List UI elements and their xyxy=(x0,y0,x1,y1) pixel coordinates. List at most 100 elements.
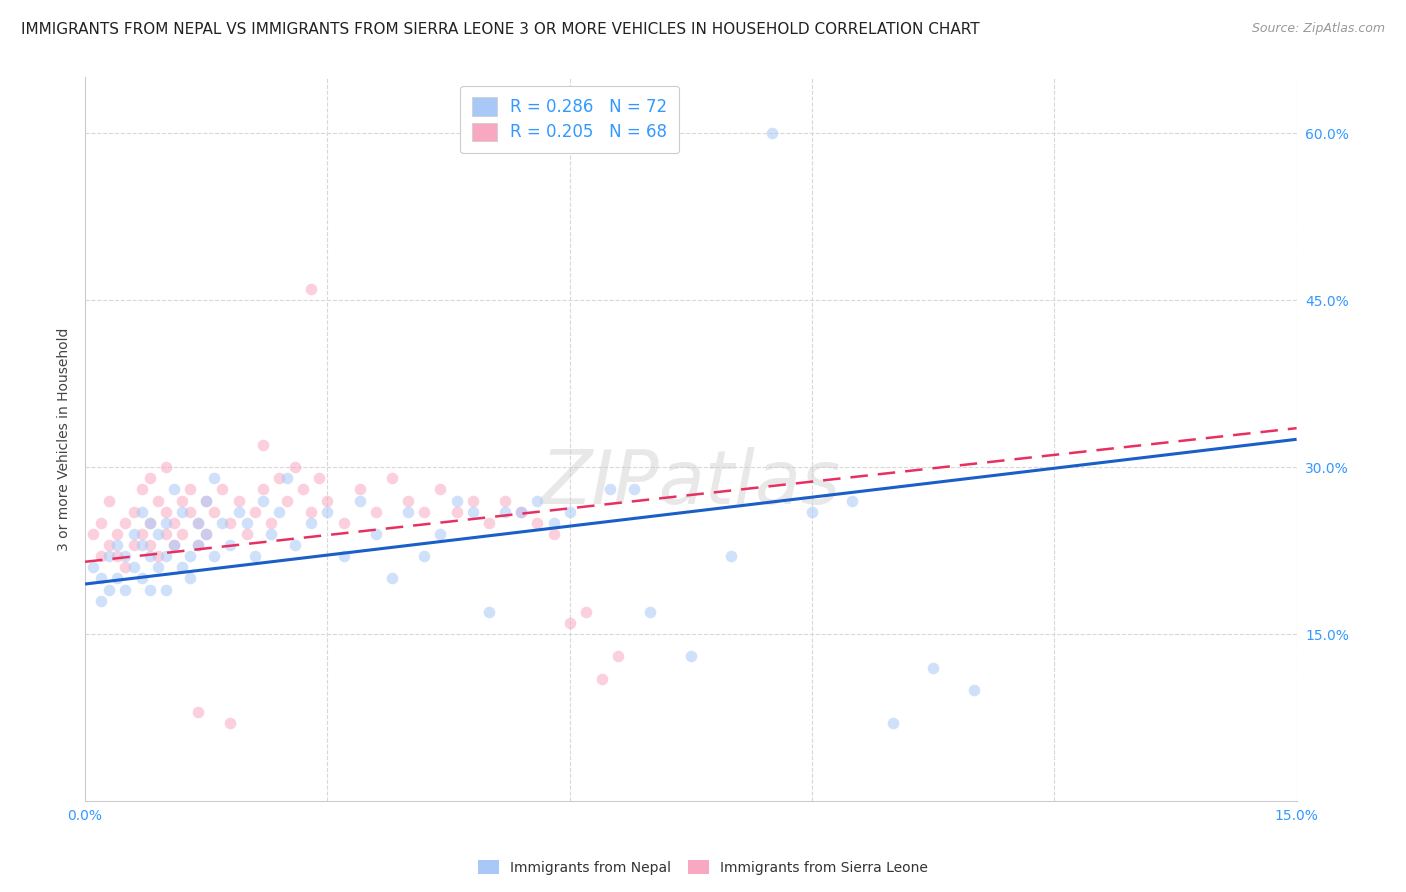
Point xyxy=(252,483,274,497)
Point xyxy=(720,549,742,564)
Point xyxy=(543,527,565,541)
Point xyxy=(413,505,436,519)
Point xyxy=(299,505,322,519)
Point xyxy=(90,549,112,564)
Point xyxy=(260,527,283,541)
Point xyxy=(962,682,984,697)
Point xyxy=(98,493,121,508)
Point xyxy=(131,538,153,552)
Point xyxy=(82,527,104,541)
Point xyxy=(114,560,136,574)
Point xyxy=(623,483,645,497)
Point xyxy=(478,516,501,530)
Point xyxy=(446,505,468,519)
Point xyxy=(332,549,354,564)
Point xyxy=(284,460,307,475)
Point xyxy=(235,527,257,541)
Point xyxy=(478,605,501,619)
Point xyxy=(90,593,112,607)
Point xyxy=(679,649,702,664)
Point xyxy=(801,505,824,519)
Point xyxy=(461,493,484,508)
Point xyxy=(922,660,945,674)
Point xyxy=(202,505,225,519)
Point xyxy=(381,572,404,586)
Point xyxy=(276,493,298,508)
Point xyxy=(308,471,330,485)
Point xyxy=(105,572,128,586)
Point xyxy=(316,505,339,519)
Point xyxy=(429,483,451,497)
Point xyxy=(364,527,387,541)
Point xyxy=(260,516,283,530)
Point xyxy=(146,560,169,574)
Point xyxy=(155,549,177,564)
Point xyxy=(179,483,201,497)
Point xyxy=(122,505,145,519)
Point xyxy=(228,493,250,508)
Point xyxy=(510,505,533,519)
Point xyxy=(105,538,128,552)
Point xyxy=(558,615,581,630)
Point xyxy=(349,493,371,508)
Point xyxy=(195,527,218,541)
Point xyxy=(211,516,233,530)
Point xyxy=(211,483,233,497)
Point xyxy=(558,505,581,519)
Point xyxy=(195,493,218,508)
Point xyxy=(105,549,128,564)
Point xyxy=(841,493,863,508)
Point xyxy=(155,460,177,475)
Point xyxy=(146,527,169,541)
Point xyxy=(170,527,193,541)
Point xyxy=(114,516,136,530)
Point xyxy=(640,605,662,619)
Point xyxy=(187,516,209,530)
Point xyxy=(599,483,621,497)
Point xyxy=(494,493,516,508)
Point xyxy=(146,549,169,564)
Point xyxy=(526,516,548,530)
Point xyxy=(267,505,290,519)
Point xyxy=(267,471,290,485)
Point xyxy=(187,538,209,552)
Point xyxy=(243,549,266,564)
Point xyxy=(219,516,242,530)
Point xyxy=(155,505,177,519)
Point xyxy=(195,493,218,508)
Point xyxy=(187,538,209,552)
Point xyxy=(170,505,193,519)
Point xyxy=(122,527,145,541)
Legend: R = 0.286   N = 72, R = 0.205   N = 68: R = 0.286 N = 72, R = 0.205 N = 68 xyxy=(460,86,679,153)
Point xyxy=(243,505,266,519)
Point xyxy=(276,471,298,485)
Point xyxy=(575,605,598,619)
Point xyxy=(131,527,153,541)
Point xyxy=(138,549,160,564)
Point xyxy=(202,549,225,564)
Y-axis label: 3 or more Vehicles in Household: 3 or more Vehicles in Household xyxy=(58,327,72,551)
Point xyxy=(316,493,339,508)
Point xyxy=(332,516,354,530)
Point xyxy=(82,560,104,574)
Point xyxy=(252,438,274,452)
Point xyxy=(122,560,145,574)
Point xyxy=(105,527,128,541)
Point xyxy=(98,538,121,552)
Point xyxy=(195,527,218,541)
Point xyxy=(138,516,160,530)
Point xyxy=(364,505,387,519)
Point xyxy=(510,505,533,519)
Point xyxy=(131,483,153,497)
Point xyxy=(98,549,121,564)
Point xyxy=(396,493,419,508)
Point xyxy=(90,516,112,530)
Point xyxy=(138,582,160,597)
Point xyxy=(591,672,613,686)
Text: IMMIGRANTS FROM NEPAL VS IMMIGRANTS FROM SIERRA LEONE 3 OR MORE VEHICLES IN HOUS: IMMIGRANTS FROM NEPAL VS IMMIGRANTS FROM… xyxy=(21,22,980,37)
Point xyxy=(170,560,193,574)
Point xyxy=(235,516,257,530)
Point xyxy=(170,493,193,508)
Point xyxy=(163,516,186,530)
Point xyxy=(219,538,242,552)
